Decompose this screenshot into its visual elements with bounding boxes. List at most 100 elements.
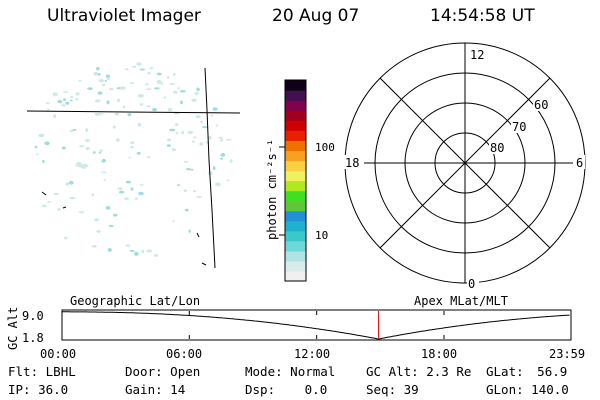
emission-dot xyxy=(172,72,176,76)
emission-dot xyxy=(78,79,82,82)
mlt-label-0: 0 xyxy=(468,277,475,291)
emission-dot xyxy=(101,158,106,163)
coastline-mark xyxy=(41,191,47,196)
emission-dot xyxy=(94,218,99,222)
emission-dot xyxy=(220,138,224,142)
mode-value: Normal xyxy=(290,364,336,379)
emission-dot xyxy=(75,92,80,96)
emission-dot xyxy=(91,245,97,248)
emission-dot xyxy=(91,193,95,197)
emission-dot xyxy=(116,98,121,103)
emission-dot xyxy=(106,100,110,105)
flt-label: Flt: xyxy=(8,364,39,379)
emission-dot xyxy=(130,145,134,149)
emission-dot xyxy=(69,130,74,133)
dsp-value: 0.0 xyxy=(304,382,328,397)
emission-dot xyxy=(154,87,160,90)
emission-dot xyxy=(34,145,38,149)
emission-dot xyxy=(193,136,197,139)
emission-dot xyxy=(76,161,82,166)
emission-dot xyxy=(125,68,129,71)
emission-dot xyxy=(169,128,176,132)
emission-dot xyxy=(190,168,194,171)
emission-dot xyxy=(108,224,114,228)
emission-dot xyxy=(52,92,58,97)
emission-dot xyxy=(166,76,170,79)
mlt-label-18: 18 xyxy=(345,156,359,170)
mlt-label-6: 6 xyxy=(576,156,583,170)
emission-dot xyxy=(134,251,139,256)
colorbar-segment xyxy=(285,170,306,182)
ip-value: 36.0 xyxy=(38,382,69,397)
emission-dot xyxy=(101,83,106,87)
emission-dot xyxy=(101,171,107,174)
info-glat: GLat: 56.9 xyxy=(486,364,567,379)
instrument-title: Ultraviolet Imager xyxy=(47,6,201,26)
colorbar-tick-label: 100 xyxy=(315,141,335,154)
colorbar-segment xyxy=(285,130,306,141)
emission-dot xyxy=(97,73,101,76)
info-seq: Seq: 39 xyxy=(366,382,419,397)
emission-dot xyxy=(132,65,137,68)
emission-dot xyxy=(139,184,144,186)
emission-dot xyxy=(177,87,180,90)
emission-dot xyxy=(191,98,197,102)
emission-dot xyxy=(175,132,179,135)
emission-dot xyxy=(41,204,47,208)
info-dsp: Dsp: 0.0 xyxy=(245,382,327,397)
emission-dot xyxy=(105,206,111,210)
x-tick-label: 18:00 xyxy=(421,347,457,361)
colorbar-tick-label: 10 xyxy=(315,229,328,242)
terminator-tick xyxy=(196,232,200,238)
x-tick-label: 06:00 xyxy=(166,347,202,361)
lat-label-70: 70 xyxy=(512,120,526,134)
mode-label: Mode: xyxy=(245,364,283,379)
terminator-tick xyxy=(201,262,207,266)
apex-title: Apex MLat/MLT xyxy=(414,294,508,308)
emission-dot xyxy=(84,139,90,142)
emission-dot xyxy=(125,180,132,184)
emission-dot xyxy=(167,107,173,112)
emission-dot xyxy=(180,100,183,105)
emission-dot xyxy=(105,74,110,78)
emission-dot xyxy=(195,115,201,119)
altitude-curve xyxy=(62,311,570,340)
mlt-label-12: 12 xyxy=(470,48,484,62)
emission-dot xyxy=(149,67,154,70)
emission-dot xyxy=(74,164,79,167)
emission-dot xyxy=(215,182,221,187)
emission-dot xyxy=(114,112,120,116)
emission-dot xyxy=(220,153,226,157)
time-label: 14:54:58 UT xyxy=(430,6,535,26)
emission-dot xyxy=(92,151,96,154)
ip-label: IP: xyxy=(8,382,31,397)
emission-dot xyxy=(57,208,61,211)
y-tick-1-8: 1.8 xyxy=(22,331,44,345)
emission-dot xyxy=(139,68,145,71)
geographic-title: Geographic Lat/Lon xyxy=(70,294,200,308)
emission-dot xyxy=(119,86,126,90)
seq-label: Seq: xyxy=(366,382,397,397)
emission-dot xyxy=(42,159,45,164)
emission-dot xyxy=(70,95,74,99)
emission-dot xyxy=(184,208,189,212)
door-label: Door: xyxy=(125,364,163,379)
emission-dot xyxy=(103,178,107,181)
emission-dot xyxy=(199,142,204,146)
dsp-label: Dsp: xyxy=(245,382,276,397)
longitude-line xyxy=(204,67,216,269)
emission-dot xyxy=(134,197,138,200)
coastline-mark xyxy=(62,206,67,209)
emission-dot xyxy=(196,87,200,92)
emission-dot xyxy=(136,62,142,66)
gain-value: 14 xyxy=(170,382,186,397)
emission-dot xyxy=(138,191,144,196)
glon-value: 140.0 xyxy=(531,382,569,397)
emission-dot xyxy=(82,163,88,168)
emission-dot xyxy=(38,133,45,138)
emission-dot xyxy=(72,129,77,131)
emission-dot xyxy=(185,168,192,171)
emission-dot xyxy=(188,229,191,233)
